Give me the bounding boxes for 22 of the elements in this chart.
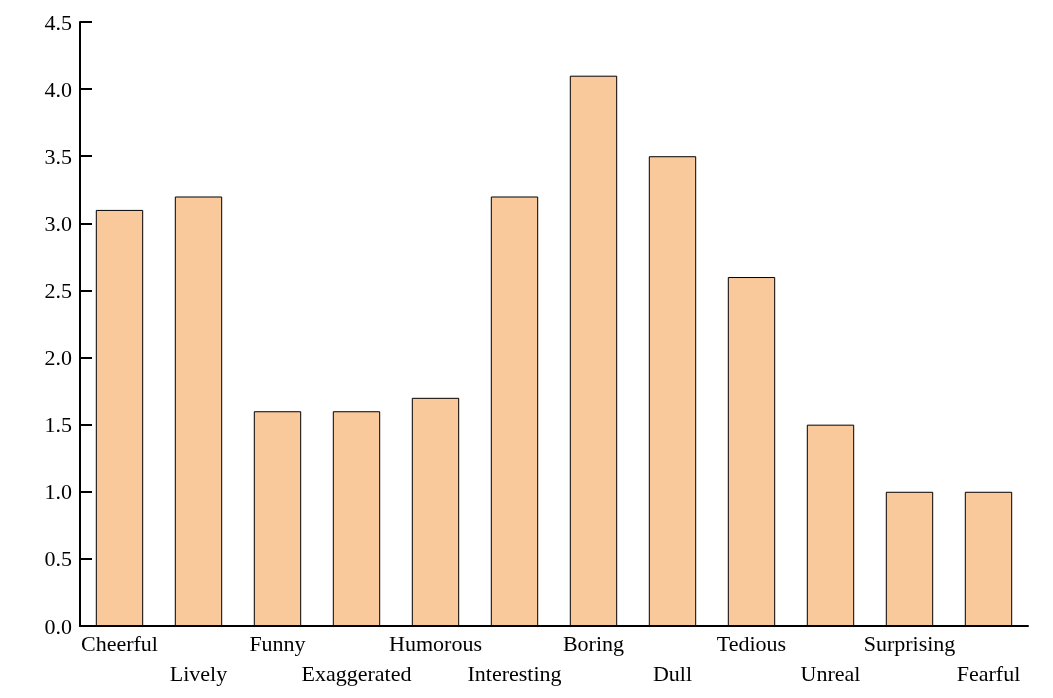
y-tick-label: 3.5 [44,143,72,169]
x-tick-label: Tedious [716,630,787,656]
x-tick-label: Humorous [389,630,482,656]
y-tick-label: 2.0 [44,345,72,371]
y-tick-label: 4.0 [44,76,72,102]
x-tick-label: Surprising [863,630,956,656]
y-tick-label: 1.5 [44,412,72,438]
x-tick-label: Unreal [800,660,861,686]
y-tick-label: 4.5 [44,9,72,35]
x-tick-label: Funny [249,630,306,656]
x-tick-label: Exaggerated [301,660,412,686]
x-tick-label: Fearful [956,660,1021,686]
y-tick-label: 2.5 [44,277,72,303]
x-tick-label: Dull [652,660,693,686]
y-tick-label: 1.0 [44,479,72,505]
y-tick-label: 3.0 [44,210,72,236]
y-tick-label: 0.5 [44,546,72,572]
x-tick-label: Lively [169,660,228,686]
x-tick-label: Cheerful [81,630,158,656]
x-tick-label: Boring [562,630,625,656]
y-tick-label: 0.0 [44,613,72,639]
x-tick-label: Interesting [467,660,562,686]
